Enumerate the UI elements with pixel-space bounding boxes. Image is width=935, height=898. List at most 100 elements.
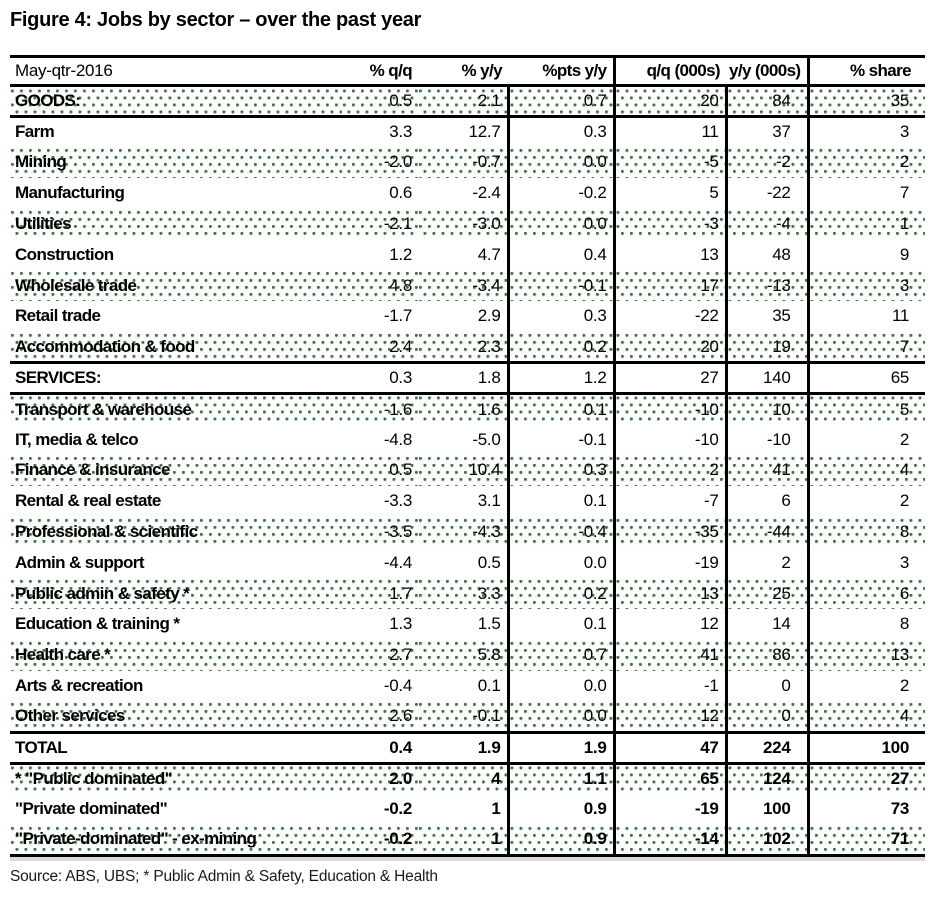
cell-value: -4.8 bbox=[383, 429, 412, 449]
cell-value: 10.4 bbox=[418, 455, 508, 486]
cell-value: 5 bbox=[806, 393, 925, 425]
sector-label: "Private dominated" bbox=[15, 799, 168, 819]
cell-value: -10 bbox=[612, 393, 726, 425]
cell-value: -44 bbox=[724, 516, 808, 548]
sector-label: Mining bbox=[10, 147, 342, 178]
sector-label: Admin & support bbox=[15, 552, 144, 572]
cell-value: 13 bbox=[806, 639, 925, 671]
cell-value: 3.3 bbox=[418, 578, 508, 610]
table-row: Public admin & safety * 1.7 3.3 0.2 13 25 6 bbox=[10, 578, 925, 610]
table-row: Admin & support -4.4 0.5 0.0 -19 2 3 bbox=[10, 547, 925, 579]
table-header: May-qtr-2016 % q/q % y/y %pts y/y q/q (0… bbox=[10, 56, 925, 86]
cell-value: 0.5 bbox=[342, 85, 418, 117]
cell-value: 0.0 bbox=[506, 208, 614, 240]
cell-value: 0.3 bbox=[506, 301, 614, 332]
cell-value: 6 bbox=[806, 578, 925, 610]
cell-value: 0.3 bbox=[389, 368, 412, 388]
cell-value: 1.2 bbox=[389, 244, 412, 264]
table-row: SERVICES: 0.3 1.8 1.2 27 140 65 bbox=[10, 362, 925, 394]
cell-value: 7 bbox=[806, 331, 925, 363]
cell-value: 0.1 bbox=[506, 393, 614, 425]
sector-label: Finance & insurance bbox=[10, 455, 342, 486]
cell-value: -0.1 bbox=[506, 270, 614, 302]
cell-value: 2 bbox=[806, 670, 925, 702]
header-row: May-qtr-2016 % q/q % y/y %pts y/y q/q (0… bbox=[10, 56, 925, 86]
cell-value: 9 bbox=[806, 239, 925, 271]
cell-value: 0.0 bbox=[506, 547, 614, 579]
cell-value: 0.0 bbox=[506, 147, 614, 178]
cell-value: 14 bbox=[724, 609, 808, 640]
table-row: "Private dominated" -0.2 1 0.9 -19 100 73 bbox=[10, 793, 925, 825]
cell-value: 6 bbox=[724, 485, 808, 517]
cell-value: 1.8 bbox=[477, 368, 501, 388]
table-row: TOTAL 0.4 1.9 1.9 47 224 100 bbox=[10, 732, 925, 764]
cell-value: 13 bbox=[612, 578, 726, 610]
table-row: Education & training * 1.3 1.5 0.1 12 14 8 bbox=[10, 609, 925, 640]
table-row: Professional & scientific -3.5 -4.3 -0.4 -35… bbox=[10, 516, 925, 548]
sector-label: TOTAL bbox=[15, 737, 68, 757]
cell-value: 1 bbox=[491, 799, 501, 819]
cell-value: 4 bbox=[806, 701, 925, 733]
cell-value: 2.9 bbox=[477, 306, 501, 326]
cell-value: 2.6 bbox=[342, 701, 418, 733]
sector-label: * "Public dominated" bbox=[10, 763, 342, 794]
cell-value: -19 bbox=[612, 547, 726, 579]
cell-value: 1.9 bbox=[477, 737, 501, 757]
cell-value: 7 bbox=[806, 177, 925, 209]
cell-value: 19 bbox=[724, 331, 808, 363]
cell-value: 0.1 bbox=[506, 609, 614, 640]
cell-value: -4.4 bbox=[383, 552, 412, 572]
cell-value: -3.3 bbox=[383, 491, 412, 511]
cell-value: 0.1 bbox=[506, 485, 614, 517]
cell-value: -0.2 bbox=[506, 177, 614, 209]
table-row: Utilities -2.1 -3.0 0.0 -3 -4 1 bbox=[10, 208, 925, 240]
sector-label: Other services bbox=[10, 701, 342, 733]
cell-value: -3 bbox=[612, 208, 726, 240]
table-row: Construction 1.2 4.7 0.4 13 48 9 bbox=[10, 239, 925, 271]
cell-value: 0.4 bbox=[389, 737, 412, 757]
cell-value: 1.5 bbox=[477, 614, 501, 634]
cell-value: 1.2 bbox=[506, 362, 614, 394]
cell-value: 2.0 bbox=[342, 763, 418, 794]
header-col-pts-yy: %pts y/y bbox=[542, 61, 607, 80]
cell-value: 20 bbox=[612, 331, 726, 363]
header-col-yy-000s: y/y (000s) bbox=[729, 61, 801, 80]
cell-value: -3.5 bbox=[342, 516, 418, 548]
jobs-by-sector-table: May-qtr-2016 % q/q % y/y %pts y/y q/q (0… bbox=[10, 55, 925, 857]
cell-value: 1.7 bbox=[342, 578, 418, 610]
cell-value: 0.7 bbox=[506, 85, 614, 117]
cell-value: 0.3 bbox=[506, 116, 614, 148]
sector-label: Arts & recreation bbox=[15, 676, 143, 696]
sector-label: Transport & warehouse bbox=[10, 393, 342, 425]
cell-value: 224 bbox=[724, 732, 808, 764]
cell-value: 17 bbox=[612, 270, 726, 302]
sector-label: Accommodation & food bbox=[10, 331, 342, 363]
cell-value: -2.1 bbox=[342, 208, 418, 240]
header-col-pct-qq: % q/q bbox=[369, 61, 413, 80]
cell-value: -0.4 bbox=[506, 516, 614, 548]
cell-value: 3.1 bbox=[477, 491, 501, 511]
sector-label: IT, media & telco bbox=[15, 429, 139, 449]
cell-value: -3.4 bbox=[418, 270, 508, 302]
sector-label: SERVICES: bbox=[15, 368, 102, 388]
cell-value: -35 bbox=[612, 516, 726, 548]
table-row: Finance & insurance 0.5 10.4 0.3 2 41 4 bbox=[10, 455, 925, 486]
sector-label: Manufacturing bbox=[15, 183, 125, 203]
sector-label: GOODS: bbox=[10, 85, 342, 117]
cell-value: 102 bbox=[724, 824, 808, 856]
cell-value: 73 bbox=[806, 793, 925, 825]
cell-value: 2 bbox=[612, 455, 726, 486]
cell-value: -0.2 bbox=[383, 799, 412, 819]
cell-value: -0.1 bbox=[506, 424, 614, 456]
cell-value: 35 bbox=[724, 301, 808, 332]
figure-title: Figure 4: Jobs by sector – over the past… bbox=[10, 9, 422, 31]
table-row: Manufacturing 0.6 -2.4 -0.2 5 -22 7 bbox=[10, 177, 925, 209]
cell-value: 12 bbox=[612, 609, 726, 640]
cell-value: -7 bbox=[612, 485, 726, 517]
sector-label: "Private-dominated" - ex-mining bbox=[10, 824, 342, 856]
cell-value: -0.7 bbox=[418, 147, 508, 178]
cell-value: 140 bbox=[724, 362, 808, 394]
cell-value: 5.8 bbox=[418, 639, 508, 671]
cell-value: -10 bbox=[724, 424, 808, 456]
